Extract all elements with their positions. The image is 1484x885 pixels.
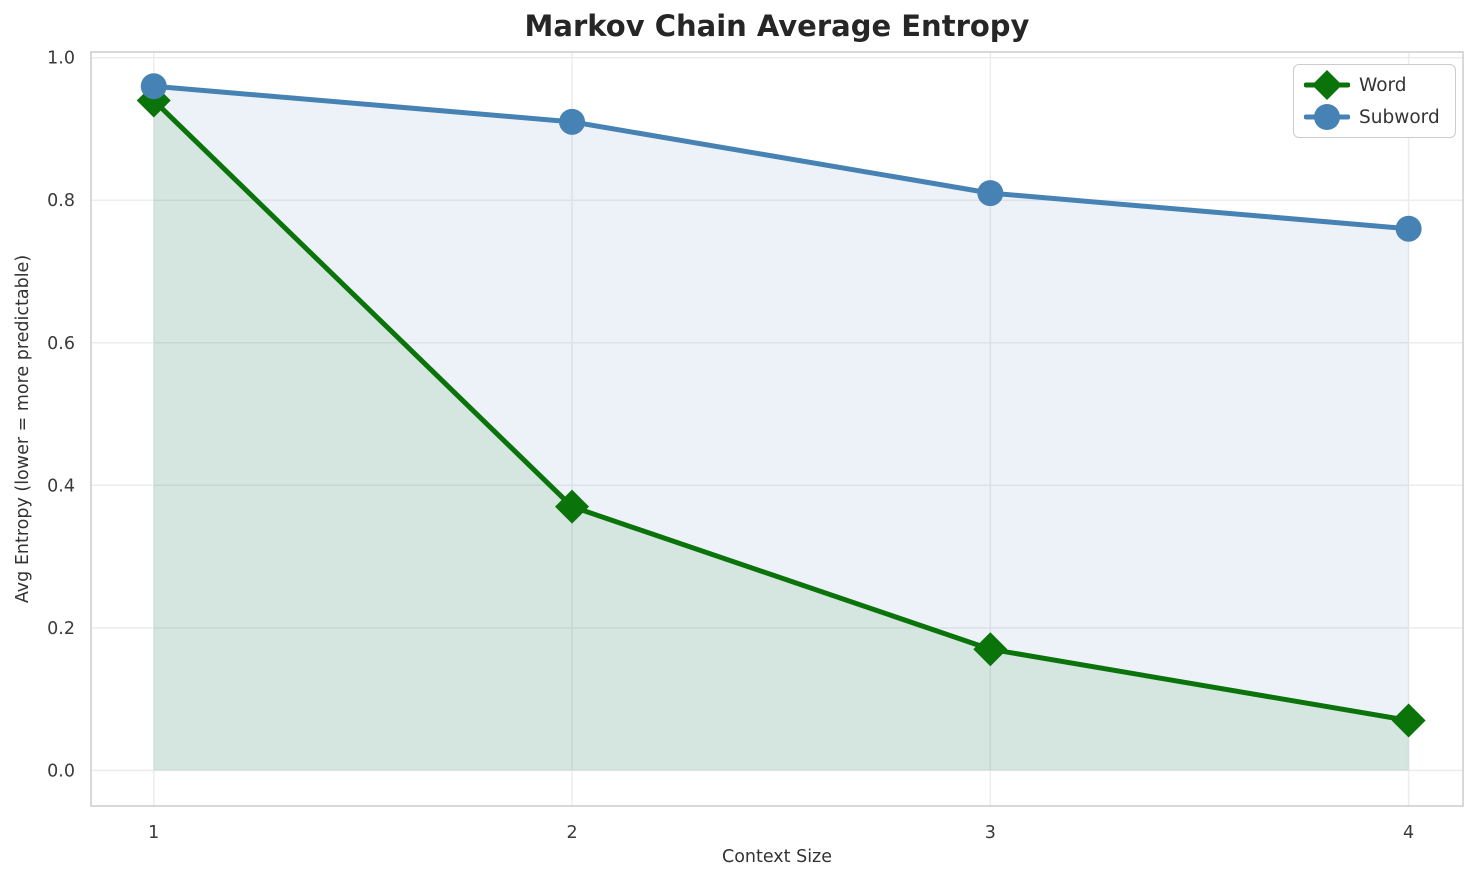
y-tick-label: 0.6 — [47, 334, 75, 354]
plot-border — [90, 51, 1464, 807]
y-tick-label: 0.2 — [47, 619, 75, 639]
word-area-fill — [153, 100, 1409, 771]
x-tick-label: 1 — [148, 823, 159, 843]
y-axis-label: Avg Entropy (lower = more predictable) — [13, 254, 33, 604]
legend-diamond-marker-icon — [1312, 70, 1342, 100]
y-tick-label: 0.8 — [47, 191, 75, 211]
subword-marker — [1395, 215, 1422, 242]
x-tick-label: 3 — [985, 823, 996, 843]
x-tick-label: 2 — [566, 823, 577, 843]
subword-marker — [140, 73, 167, 100]
chart-title: Markov Chain Average Entropy — [524, 9, 1030, 43]
y-tick-label: 0.4 — [47, 476, 75, 496]
subword-marker — [977, 180, 1004, 207]
y-tick-label: 1.0 — [47, 49, 75, 69]
subword-marker — [559, 108, 586, 135]
legend-item-word: Word — [1304, 70, 1445, 100]
word-marker — [973, 632, 1008, 667]
subword-area-fill — [153, 86, 1409, 771]
subword-series-line — [151, 83, 1412, 232]
legend-label: Subword — [1359, 106, 1440, 128]
legend-marker — [1304, 104, 1350, 130]
word-marker — [555, 489, 590, 524]
x-axis-label: Context Size — [721, 847, 833, 867]
legend: Word Subword — [1293, 64, 1456, 138]
legend-item-subword: Subword — [1304, 102, 1445, 132]
y-tick-label: 0.0 — [47, 761, 75, 781]
x-tick-label: 4 — [1403, 823, 1414, 843]
legend-circle-marker-icon — [1314, 104, 1340, 130]
word-marker — [1391, 703, 1426, 738]
legend-marker — [1304, 70, 1350, 100]
legend-label: Word — [1359, 74, 1407, 96]
word-series-line — [151, 97, 1412, 723]
